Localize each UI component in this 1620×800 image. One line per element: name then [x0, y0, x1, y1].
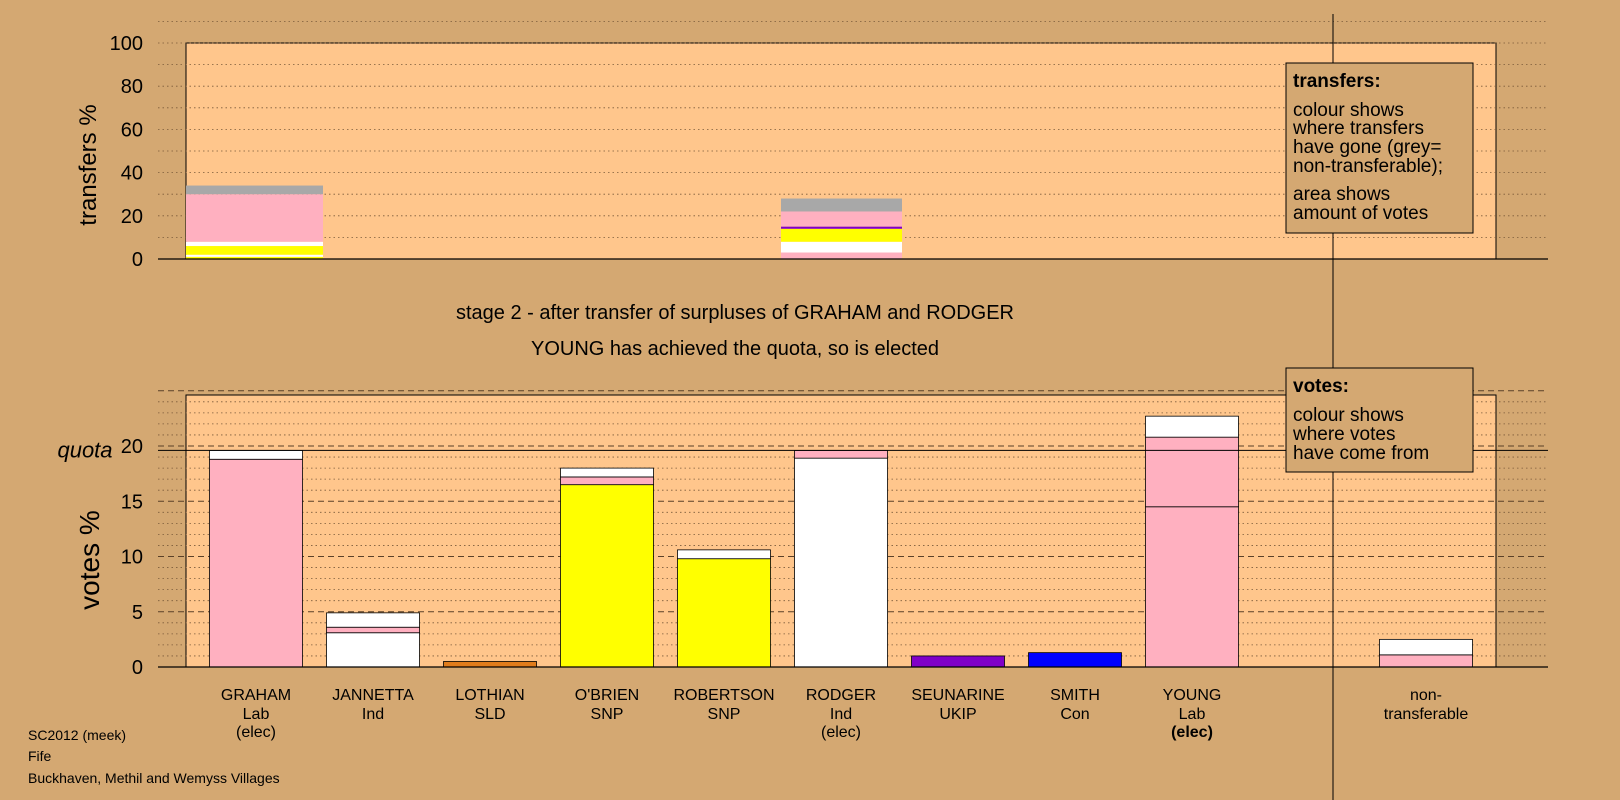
candidate-status: (elec): [1171, 724, 1213, 741]
stage-title: stage 2 - after transfer of surpluses of…: [456, 302, 1014, 324]
candidate-name: LOTHIAN: [455, 687, 524, 704]
votes-legend-line: colour shows: [1293, 405, 1404, 426]
vote-bar-segment: [794, 457, 888, 668]
y-tick-label: 0: [132, 249, 143, 271]
transfer-bar-segment: [186, 246, 323, 255]
vote-bar-segment: [560, 484, 654, 668]
footer-ward: Buckhaven, Methil and Wemyss Villages: [28, 770, 280, 786]
vote-bar-segment: [209, 450, 303, 460]
candidate-party: Lab: [243, 706, 270, 723]
y-tick-label: 20: [121, 206, 143, 228]
candidate-party: Ind: [362, 706, 384, 723]
vote-bar-segment: [1379, 638, 1473, 656]
transfer-bar-segment: [781, 252, 902, 259]
transfers-legend: transfers: colour shows where transfers …: [1285, 62, 1474, 234]
footer-council: Fife: [28, 748, 52, 764]
vote-bar-segment: [1145, 436, 1239, 508]
transfers-legend-line: colour shows: [1293, 100, 1404, 121]
transfer-bar-segment: [186, 185, 323, 195]
vote-bar-segment: [443, 661, 537, 668]
candidate-name: JANNETTA: [332, 687, 414, 704]
transfers-legend-line: area shows: [1293, 184, 1390, 205]
vote-bar-segment: [326, 626, 420, 634]
y-tick-label: 10: [121, 547, 143, 569]
transfers-legend-title: transfers:: [1293, 71, 1381, 92]
footer-method: SC2012 (meek): [28, 727, 126, 743]
votes-y-ticks: 0 5 10 15 20: [121, 436, 143, 679]
candidate-party: Con: [1060, 706, 1089, 723]
votes-legend-title: votes:: [1293, 376, 1349, 397]
transfer-bar-segment: [186, 256, 323, 259]
candidate-name: O'BRIEN: [575, 687, 639, 704]
transfers-legend-line: have gone (grey=: [1293, 137, 1441, 158]
y-tick-label: 20: [121, 436, 143, 458]
y-tick-label: 40: [121, 163, 143, 185]
transfers-legend-line: non-transferable);: [1293, 156, 1443, 177]
vote-bar-segment: [326, 632, 420, 668]
y-tick-label: 0: [132, 657, 143, 679]
vote-bar-segment: [794, 450, 888, 459]
transfers-legend-line: where transfers: [1292, 118, 1424, 139]
transfer-bar-segment: [781, 241, 902, 253]
transfers-bars: [186, 185, 902, 259]
candidate-party: SNP: [591, 706, 624, 723]
votes-legend: votes: colour shows where votes have com…: [1285, 367, 1474, 473]
candidate-name: ROBERTSON: [673, 687, 774, 704]
candidate-name: YOUNG: [1163, 687, 1222, 704]
candidate-party: Ind: [830, 706, 852, 723]
transfer-bar-segment: [781, 211, 902, 227]
candidate-name: RODGER: [806, 687, 876, 704]
transfers-y-axis-label: transfers %: [75, 104, 102, 225]
candidate-party: UKIP: [939, 706, 976, 723]
candidate-party: Lab: [1179, 706, 1206, 723]
vote-bar-segment: [1379, 654, 1473, 668]
transfers-legend-box: [1285, 62, 1474, 234]
transfer-bar-segment: [781, 228, 902, 242]
y-tick-label: 15: [121, 491, 143, 513]
votes-bars: [209, 415, 1473, 668]
votes-legend-box: [1285, 367, 1474, 473]
y-tick-label: 60: [121, 119, 143, 141]
transfer-bar-segment: [781, 198, 902, 212]
transfer-bar-segment: [781, 226, 902, 229]
y-tick-label: 5: [132, 602, 143, 624]
candidate-status: (elec): [236, 724, 276, 741]
vote-bar-segment: [1028, 652, 1122, 668]
vote-bar-segment: [560, 467, 654, 478]
candidate-name: GRAHAM: [221, 687, 291, 704]
vote-bar-segment: [677, 549, 771, 560]
candidate-party: SNP: [708, 706, 741, 723]
transfer-bar-segment: [186, 194, 323, 242]
quota-label: quota: [57, 437, 112, 462]
candidate-name: SEUNARINE: [911, 687, 1004, 704]
transfers-y-ticks: 0 20 40 60 80 100: [110, 33, 143, 271]
y-tick-label: 80: [121, 76, 143, 98]
votes-legend-line: where votes: [1292, 424, 1395, 445]
vote-bar-segment: [209, 458, 303, 668]
y-tick-label: 100: [110, 33, 143, 55]
candidate-party: transferable: [1384, 706, 1469, 723]
vote-bar-segment: [677, 558, 771, 668]
transfer-bar-segment: [186, 241, 323, 247]
vote-bar-segment: [1145, 506, 1239, 668]
candidate-status: (elec): [821, 724, 861, 741]
transfers-panel: 0 20 40 60 80 100 transfers %: [75, 20, 1548, 271]
vote-bar-segment: [326, 612, 420, 628]
votes-legend-line: have come from: [1293, 443, 1429, 464]
transfers-legend-line: amount of votes: [1293, 203, 1428, 224]
votes-y-axis-label: votes %: [74, 510, 105, 610]
vote-bar-segment: [1145, 415, 1239, 438]
transfer-bar-segment: [186, 254, 323, 257]
stage-subtitle: YOUNG has achieved the quota, so is elec…: [531, 338, 939, 360]
candidate-name: non-: [1410, 687, 1442, 704]
vote-bar-segment: [560, 476, 654, 486]
vote-bar-segment: [911, 655, 1005, 668]
candidate-party: SLD: [474, 706, 505, 723]
candidate-name: SMITH: [1050, 687, 1100, 704]
candidate-labels: GRAHAMLab(elec)JANNETTAIndLOTHIANSLDO'BR…: [221, 687, 1468, 741]
